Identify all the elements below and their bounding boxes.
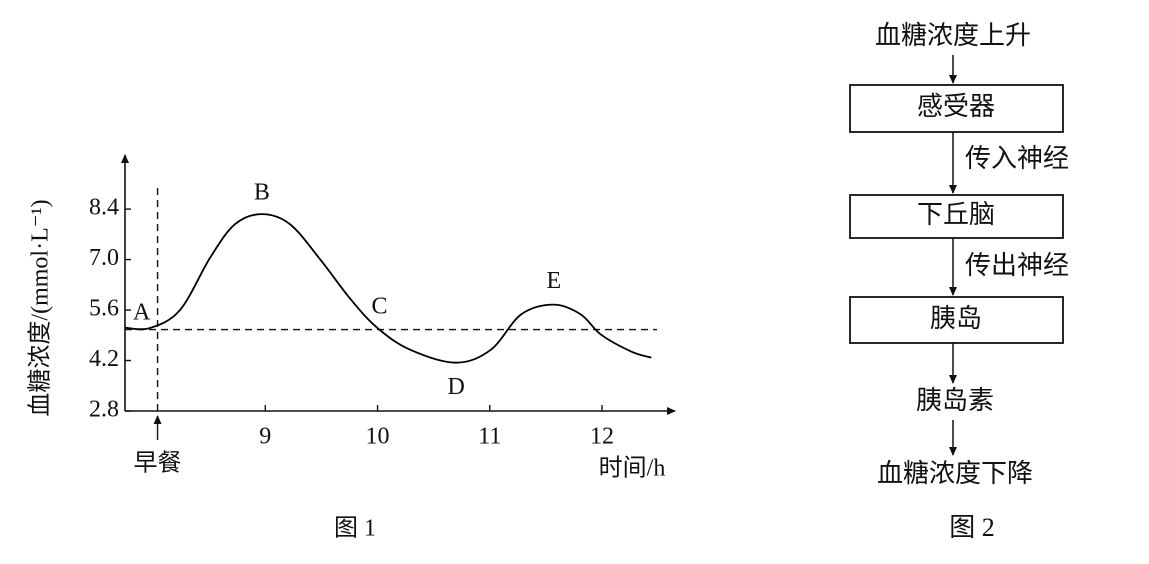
point-label: D — [447, 374, 464, 400]
x-axis-label: 时间/h — [599, 455, 666, 482]
box-label: 感受器 — [917, 92, 995, 121]
point-label: A — [133, 300, 151, 326]
point-label: C — [372, 294, 388, 320]
box-label: 下丘脑 — [917, 200, 995, 229]
box — [849, 194, 1064, 239]
line — [124, 213, 652, 364]
hormone: 胰岛素 — [916, 386, 994, 415]
point-label: B — [254, 180, 270, 206]
x-tick-label: 11 — [478, 424, 501, 450]
box-label: 胰岛 — [930, 304, 982, 333]
flow-start: 血糖浓度上升 — [875, 21, 1031, 50]
box — [849, 296, 1064, 344]
box — [849, 84, 1064, 133]
edge-label: 传入神经 — [965, 144, 1069, 173]
y-tick-label: 2.8 — [89, 397, 119, 423]
caption: 图 1 — [334, 516, 376, 542]
x-tick-label: 9 — [259, 424, 271, 450]
y-axis-label: 血糖浓度/(mmol·L⁻¹) — [27, 199, 54, 416]
y-tick-label: 5.6 — [89, 296, 119, 322]
y-tick-label: 4.2 — [89, 346, 119, 372]
flow-end: 血糖浓度下降 — [877, 459, 1033, 488]
breakfast-label: 早餐 — [134, 450, 182, 477]
y-tick-label: 7.0 — [89, 245, 119, 271]
chart: 2.8 4.2 5.6 7.0 8.4 9 10 11 12 血糖浓度/(mmol·L⁻¹) 时间/… — [27, 154, 676, 542]
x-tick-label: 12 — [590, 424, 614, 450]
flowchart: 血糖浓度上升 感受器 传入神经 下丘脑 传出神经 胰岛 胰岛素 血糖浓度下降 图… — [849, 21, 1069, 542]
y-tick-label: 8.4 — [89, 195, 119, 221]
edge-label: 传出神经 — [965, 251, 1069, 280]
x-tick-label: 10 — [366, 424, 390, 450]
point-label: E — [546, 268, 561, 294]
caption: 图 2 — [949, 513, 995, 542]
